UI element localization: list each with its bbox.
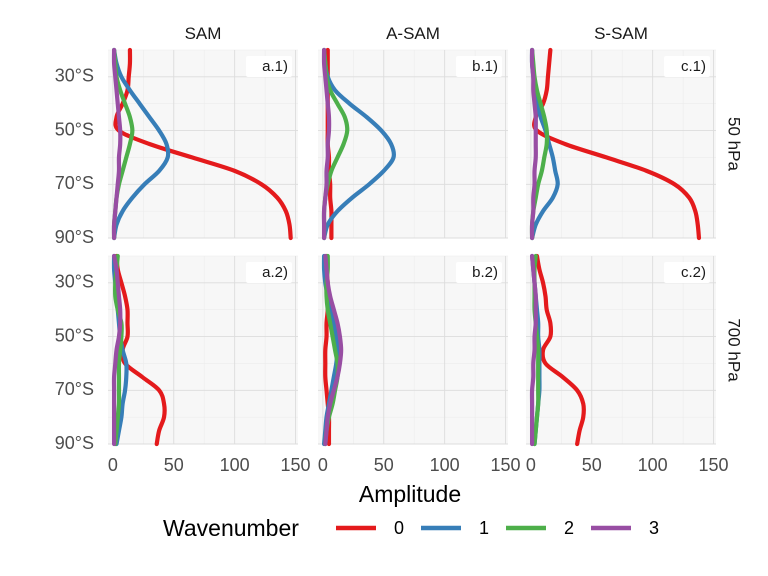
panel-tag: c.2) xyxy=(681,264,706,281)
column-strip-label: SAM xyxy=(185,24,222,43)
y-tick-label: 30°S xyxy=(55,272,94,292)
series-line-wavenumber-0 xyxy=(113,47,293,241)
legend-title: Wavenumber xyxy=(163,515,299,541)
series-line-wavenumber-3 xyxy=(321,47,332,241)
series-line-wavenumber-1 xyxy=(111,47,171,241)
y-tick-label: 50°S xyxy=(55,119,94,139)
legend-label: 3 xyxy=(649,518,659,538)
panel-background xyxy=(318,256,508,444)
series-line-wavenumber-0 xyxy=(534,253,586,447)
panel-tag-background xyxy=(246,56,292,77)
panel-tag: a.2) xyxy=(262,264,288,281)
panel-tag: b.1) xyxy=(472,58,498,75)
panel-tag-background xyxy=(664,56,710,77)
y-tick-label: 30°S xyxy=(55,66,94,86)
y-tick-label: 70°S xyxy=(55,379,94,399)
series-line-wavenumber-3 xyxy=(111,47,123,241)
legend-label: 0 xyxy=(394,518,404,538)
series-line-wavenumber-3 xyxy=(111,253,123,447)
series-line-wavenumber-2 xyxy=(112,253,124,447)
panel-background xyxy=(108,256,298,444)
x-axis-title: Amplitude xyxy=(359,481,461,507)
column-strip-label: A-SAM xyxy=(386,24,440,43)
panel-background xyxy=(108,50,298,238)
legend-label: 2 xyxy=(564,518,574,538)
series-line-wavenumber-3 xyxy=(529,253,538,447)
x-tick-label: 150 xyxy=(699,455,729,475)
x-tick-label: 100 xyxy=(220,455,250,475)
y-tick-label: 90°S xyxy=(55,227,94,247)
series-line-wavenumber-0 xyxy=(532,47,702,241)
panel-tag-background xyxy=(456,262,502,283)
x-tick-label: 150 xyxy=(281,455,311,475)
x-tick-label: 100 xyxy=(430,455,460,475)
x-tick-label: 0 xyxy=(526,455,536,475)
x-tick-label: 100 xyxy=(638,455,668,475)
legend-label: 1 xyxy=(479,518,489,538)
panel-tag-background xyxy=(246,262,292,283)
y-tick-label: 90°S xyxy=(55,433,94,453)
series-line-wavenumber-3 xyxy=(323,253,344,447)
panel-tag: a.1) xyxy=(262,58,288,75)
y-tick-label: 50°S xyxy=(55,325,94,345)
x-tick-label: 50 xyxy=(374,455,394,475)
y-tick-label: 70°S xyxy=(55,173,94,193)
panel-background xyxy=(318,50,508,238)
series-line-wavenumber-3 xyxy=(529,47,538,241)
x-tick-label: 50 xyxy=(164,455,184,475)
panel-background xyxy=(526,50,716,238)
column-strip-label: S-SAM xyxy=(594,24,648,43)
row-strip-label: 700 hPa xyxy=(725,318,744,382)
panel-background xyxy=(526,256,716,444)
x-tick-label: 0 xyxy=(318,455,328,475)
x-tick-label: 50 xyxy=(582,455,602,475)
panel-tag: c.1) xyxy=(681,58,706,75)
panel-tag: b.2) xyxy=(472,264,498,281)
panel-tag-background xyxy=(664,262,710,283)
x-tick-label: 150 xyxy=(491,455,521,475)
row-strip-label: 50 hPa xyxy=(725,117,744,171)
panel-tag-background xyxy=(456,56,502,77)
x-tick-label: 0 xyxy=(108,455,118,475)
